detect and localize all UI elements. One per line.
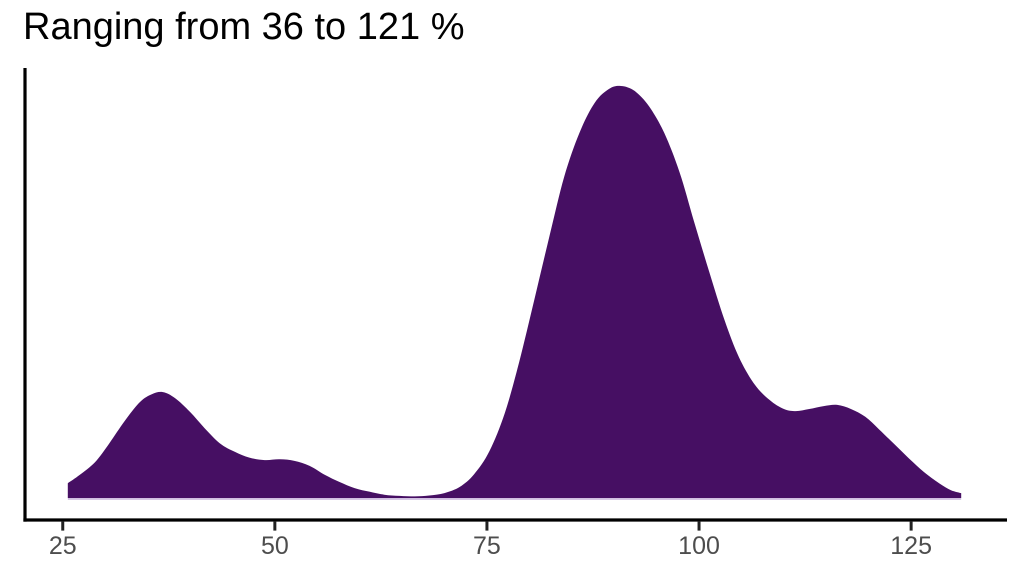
x-axis-tick-label: 75 xyxy=(473,532,501,560)
x-axis-tick-label: 100 xyxy=(678,532,720,560)
x-axis-tick-label: 25 xyxy=(49,532,77,560)
density-area xyxy=(67,85,962,498)
x-axis-tick-label: 50 xyxy=(261,532,289,560)
x-axis-tick-label: 125 xyxy=(890,532,932,560)
chart-title: Ranging from 36 to 121 % xyxy=(23,6,465,48)
